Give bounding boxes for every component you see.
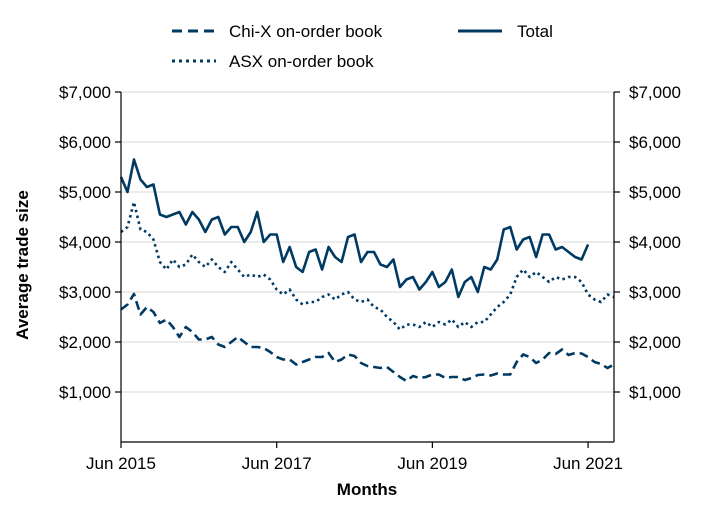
x-tick-label: Jun 2019 [397, 454, 467, 473]
series-line-total [119, 158, 590, 299]
x-axis-ticks: Jun 2015 Jun 2017 Jun 2019 Jun 2021 [86, 442, 623, 473]
legend-item-asx: ASX on-order book [172, 52, 374, 71]
y-tick-label-left: $3,000 [59, 283, 111, 302]
y-axis-right-ticks: $1,000 $2,000 $3,000 $4,000 $5,000 $6,000 $7,0… [614, 83, 681, 402]
y-tick-label-left: $7,000 [59, 83, 111, 102]
y-tick-label-left: $2,000 [59, 333, 111, 352]
axes [120, 92, 615, 443]
y-tick-label-right: $3,000 [629, 283, 681, 302]
series-line-chi-x-on-order-book [120, 292, 615, 383]
y-axis-left-ticks: $1,000 $2,000 $3,000 $4,000 $5,000 $6,000 $7,0… [59, 83, 121, 402]
y-tick-label-right: $4,000 [629, 233, 681, 252]
y-tick-label-right: $6,000 [629, 133, 681, 152]
legend-label-asx: ASX on-order book [229, 52, 374, 71]
y-axis-title: Average trade size [13, 190, 32, 340]
legend-item-chi-x: Chi-X on-order book [172, 22, 383, 41]
y-tick-label-left: $6,000 [59, 133, 111, 152]
y-tick-label-left: $4,000 [59, 233, 111, 252]
series-line-asx-on-order-book [120, 200, 615, 331]
y-tick-label-left: $5,000 [59, 183, 111, 202]
y-tick-label-right: $1,000 [629, 383, 681, 402]
x-tick-label: Jun 2017 [242, 454, 312, 473]
x-tick-label: Jun 2015 [86, 454, 156, 473]
legend-label-total: Total [517, 22, 553, 41]
y-tick-label-right: $7,000 [629, 83, 681, 102]
y-tick-label-left: $1,000 [59, 383, 111, 402]
y-tick-label-right: $5,000 [629, 183, 681, 202]
series-lines [119, 158, 615, 383]
x-tick-label: Jun 2021 [553, 454, 623, 473]
legend-label-chi-x: Chi-X on-order book [229, 22, 383, 41]
x-axis-title: Months [337, 480, 397, 499]
y-tick-label-right: $2,000 [629, 333, 681, 352]
legend-item-total: Total [458, 22, 553, 41]
gridlines [121, 91, 614, 393]
legend: Chi-X on-order book Total ASX on-order b… [172, 22, 553, 71]
